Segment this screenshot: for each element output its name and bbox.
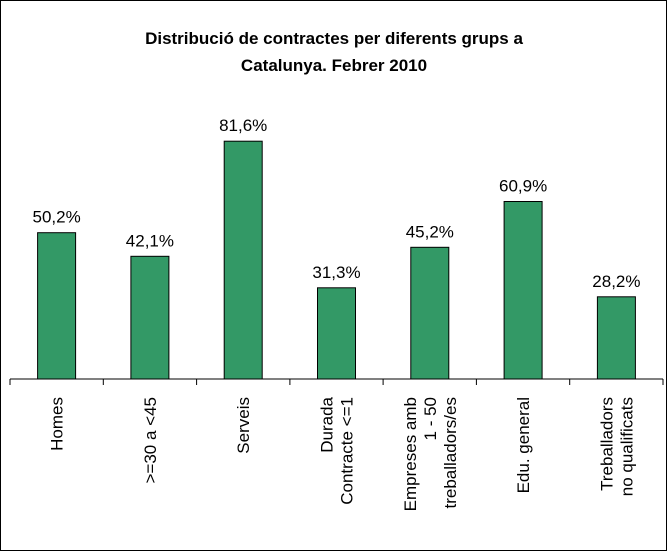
bar-6 — [503, 201, 543, 380]
category-label-7-line-1: Treballadors — [597, 397, 616, 491]
bar-2 — [130, 255, 170, 380]
category-label-1: Homes — [48, 397, 67, 451]
bar-1 — [37, 232, 77, 380]
category-label-7-line-2: no qualificats — [617, 397, 636, 496]
category-label-3: Serveis — [234, 397, 253, 454]
data-label-2: 42,1% — [126, 231, 174, 250]
bar-5 — [410, 246, 450, 380]
category-label-2: >=30 a <45 — [141, 397, 160, 484]
data-label-5: 45,2% — [406, 222, 454, 241]
category-label-4-line-2: Contracte <=1 — [338, 397, 357, 505]
bar-4 — [317, 287, 356, 380]
category-label-4-line-1: Durada — [318, 396, 337, 452]
category-label-5-line-2: 1 - 50 — [421, 397, 440, 440]
chart-title-line-2: Catalunya. Febrer 2010 — [241, 56, 427, 75]
category-label-5-line-1: Empreses amb — [401, 397, 420, 511]
data-label-3: 81,6% — [219, 116, 267, 135]
data-label-6: 60,9% — [499, 177, 547, 196]
bar-7 — [596, 296, 636, 380]
data-label-7: 28,2% — [592, 272, 640, 291]
bar-3 — [223, 140, 263, 380]
category-label-5-line-3: treballadors/es — [441, 397, 460, 509]
chart-title-line-1: Distribució de contractes per diferents … — [145, 29, 523, 48]
data-label-4: 31,3% — [312, 263, 360, 282]
category-label-6: Edu. general — [514, 397, 533, 493]
data-label-1: 50,2% — [32, 208, 80, 227]
